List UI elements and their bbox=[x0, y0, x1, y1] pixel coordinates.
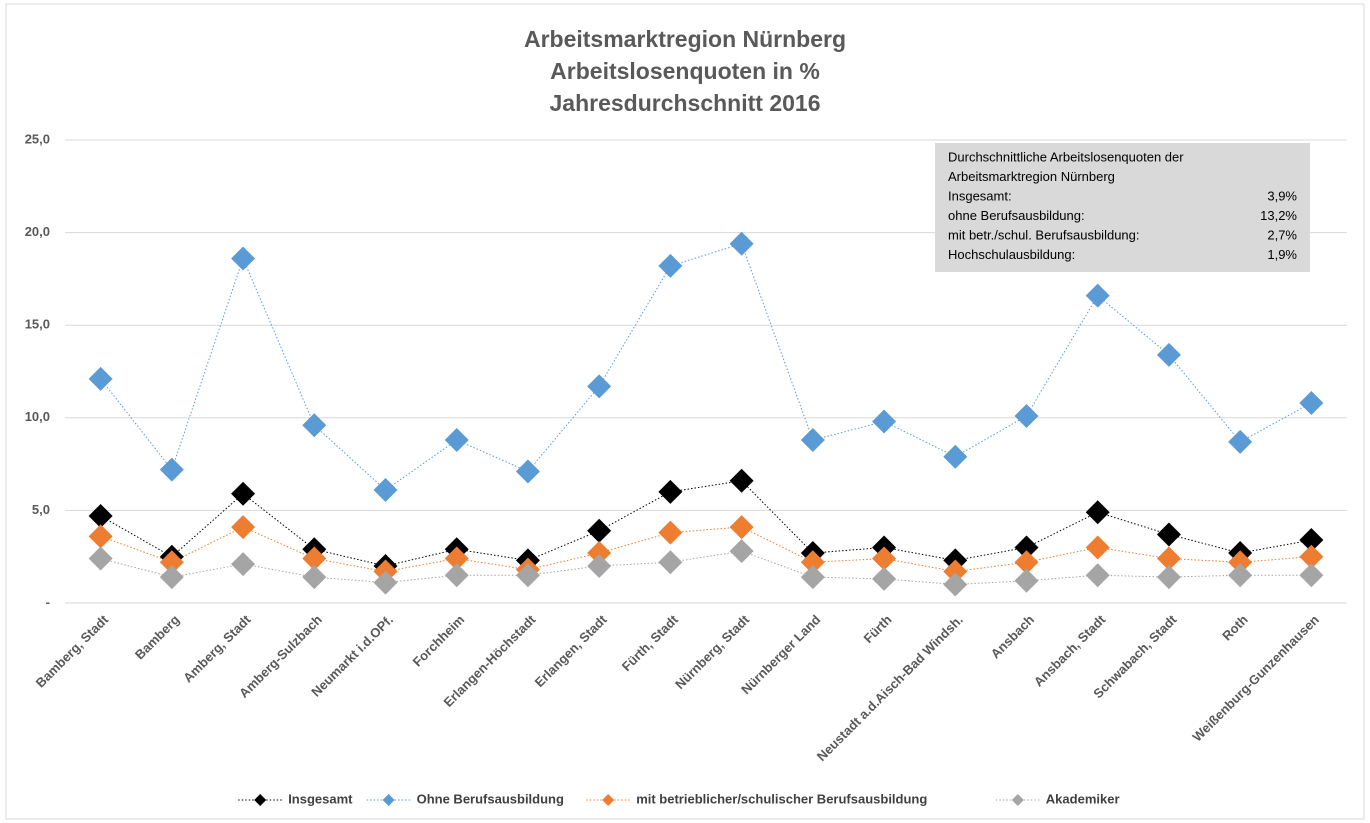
data-point bbox=[800, 565, 825, 590]
data-point bbox=[729, 468, 754, 493]
legend-marker bbox=[602, 794, 615, 806]
data-point bbox=[231, 246, 256, 271]
data-point bbox=[729, 231, 754, 256]
legend-marker bbox=[1011, 794, 1024, 806]
data-point bbox=[729, 515, 754, 540]
data-point bbox=[1085, 563, 1110, 588]
annotation-heading: Durchschnittliche Arbeitslosenquoten der bbox=[948, 149, 1184, 164]
data-point bbox=[1156, 342, 1181, 367]
data-point bbox=[1156, 546, 1181, 571]
data-point bbox=[1085, 283, 1110, 308]
y-tick-label: 20,0 bbox=[25, 224, 50, 239]
series-line bbox=[100, 243, 1312, 491]
data-point bbox=[231, 481, 256, 506]
y-tick-label: 15,0 bbox=[25, 317, 50, 332]
data-point bbox=[872, 546, 897, 571]
data-point bbox=[373, 570, 398, 595]
data-point bbox=[587, 540, 612, 565]
y-tick-label: 10,0 bbox=[25, 409, 50, 424]
data-point bbox=[943, 559, 968, 584]
data-point bbox=[800, 428, 825, 453]
data-point bbox=[943, 444, 968, 469]
legend-label: mit betrieblicher/schulischer Berufsausb… bbox=[636, 791, 927, 806]
data-point bbox=[88, 503, 113, 528]
data-point bbox=[1299, 544, 1324, 569]
data-point bbox=[658, 479, 683, 504]
data-point bbox=[1014, 568, 1039, 593]
y-tick-label: 25,0 bbox=[25, 131, 50, 146]
legend-label: Ohne Berufsausbildung bbox=[417, 791, 564, 806]
chart-title: Arbeitslosenquoten in % bbox=[550, 58, 820, 84]
data-point bbox=[1299, 390, 1324, 415]
data-point bbox=[1085, 500, 1110, 525]
data-point bbox=[159, 457, 184, 482]
annotation-label: ohne Berufsausbildung: bbox=[948, 208, 1085, 223]
legend-label: Akademiker bbox=[1046, 791, 1120, 806]
data-point bbox=[515, 459, 540, 484]
data-point bbox=[1228, 563, 1253, 588]
annotation-label: Hochschulausbildung: bbox=[948, 247, 1075, 262]
data-point bbox=[88, 524, 113, 549]
legend-marker bbox=[254, 794, 267, 806]
data-point bbox=[1085, 535, 1110, 560]
data-point bbox=[1228, 429, 1253, 454]
chart-title: Jahresdurchschnitt 2016 bbox=[549, 90, 820, 116]
data-point bbox=[1014, 550, 1039, 575]
data-point bbox=[302, 565, 327, 590]
data-point bbox=[159, 565, 184, 590]
data-point bbox=[1299, 528, 1324, 553]
chart-title: Arbeitsmarktregion Nürnberg bbox=[524, 26, 846, 52]
data-point bbox=[444, 563, 469, 588]
annotation-value: 1,9% bbox=[1267, 247, 1297, 262]
data-point bbox=[159, 550, 184, 575]
annotation-heading: Arbeitsmarktregion Nürnberg bbox=[948, 169, 1115, 184]
data-point bbox=[587, 553, 612, 578]
annotation-label: mit betr./schul. Berufsausbildung: bbox=[948, 227, 1140, 242]
annotation-value: 13,2% bbox=[1260, 208, 1297, 223]
series-line bbox=[100, 480, 1312, 567]
data-point bbox=[658, 253, 683, 278]
data-point bbox=[872, 409, 897, 434]
data-point bbox=[444, 428, 469, 453]
data-point bbox=[88, 366, 113, 391]
data-point bbox=[302, 413, 327, 438]
data-point bbox=[231, 515, 256, 540]
data-point bbox=[1014, 535, 1039, 560]
data-point bbox=[444, 546, 469, 571]
annotation-value: 2,7% bbox=[1267, 227, 1297, 242]
data-point bbox=[658, 520, 683, 545]
y-tick-label: - bbox=[46, 594, 50, 609]
data-point bbox=[658, 550, 683, 575]
data-point bbox=[587, 518, 612, 543]
data-point bbox=[943, 572, 968, 597]
data-point bbox=[231, 552, 256, 577]
annotation-value: 3,9% bbox=[1267, 188, 1297, 203]
legend-label: Insgesamt bbox=[288, 791, 353, 806]
data-point bbox=[587, 374, 612, 399]
data-point bbox=[373, 478, 398, 503]
annotation-label: Insgesamt: bbox=[948, 188, 1012, 203]
data-point bbox=[872, 566, 897, 591]
data-point bbox=[302, 546, 327, 571]
data-point bbox=[1156, 565, 1181, 590]
data-point bbox=[515, 563, 540, 588]
data-point bbox=[1014, 403, 1039, 428]
data-point bbox=[800, 550, 825, 575]
annotation-box bbox=[935, 143, 1310, 272]
data-point bbox=[1299, 563, 1324, 588]
legend-marker bbox=[382, 794, 395, 806]
data-point bbox=[88, 546, 113, 571]
chart-border bbox=[5, 3, 1365, 820]
y-tick-label: 5,0 bbox=[32, 502, 50, 517]
data-point bbox=[1156, 522, 1181, 547]
data-point bbox=[729, 539, 754, 564]
data-point bbox=[1228, 550, 1253, 575]
